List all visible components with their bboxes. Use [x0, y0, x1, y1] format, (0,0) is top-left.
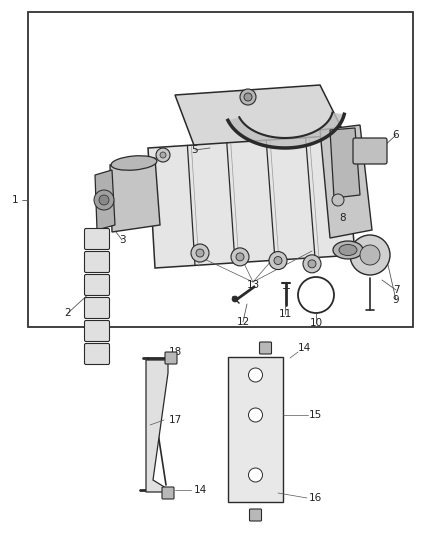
Circle shape: [196, 249, 204, 257]
Text: 16: 16: [308, 493, 321, 503]
Ellipse shape: [339, 245, 357, 255]
Text: 10: 10: [309, 318, 322, 328]
Circle shape: [350, 235, 390, 275]
Circle shape: [360, 245, 380, 265]
FancyBboxPatch shape: [259, 342, 272, 354]
Circle shape: [191, 244, 209, 262]
Circle shape: [332, 194, 344, 206]
FancyBboxPatch shape: [165, 352, 177, 364]
Polygon shape: [175, 85, 345, 148]
FancyBboxPatch shape: [85, 343, 110, 365]
Polygon shape: [146, 360, 168, 492]
Circle shape: [99, 195, 109, 205]
Text: 4: 4: [137, 157, 143, 167]
Circle shape: [236, 253, 244, 261]
Text: 15: 15: [308, 410, 321, 420]
Circle shape: [303, 255, 321, 273]
FancyBboxPatch shape: [85, 274, 110, 295]
Text: 2: 2: [65, 308, 71, 318]
Text: 5: 5: [192, 145, 198, 155]
Circle shape: [308, 260, 316, 268]
Circle shape: [160, 152, 166, 158]
Text: 7: 7: [393, 285, 399, 295]
Ellipse shape: [111, 156, 157, 170]
Text: 14: 14: [297, 343, 311, 353]
Circle shape: [269, 252, 287, 270]
Circle shape: [240, 89, 256, 105]
FancyBboxPatch shape: [250, 509, 261, 521]
FancyBboxPatch shape: [85, 297, 110, 319]
Polygon shape: [95, 170, 115, 230]
Circle shape: [274, 256, 282, 264]
Text: 17: 17: [168, 415, 182, 425]
Text: 1: 1: [12, 195, 18, 205]
Text: 6: 6: [393, 130, 399, 140]
Text: 13: 13: [246, 280, 260, 290]
Polygon shape: [148, 135, 355, 268]
Circle shape: [248, 408, 262, 422]
FancyBboxPatch shape: [85, 252, 110, 272]
Circle shape: [248, 368, 262, 382]
Bar: [228, 357, 283, 502]
Polygon shape: [228, 112, 344, 148]
Ellipse shape: [333, 241, 363, 259]
FancyBboxPatch shape: [162, 487, 174, 499]
Circle shape: [231, 248, 249, 266]
FancyBboxPatch shape: [85, 320, 110, 342]
Polygon shape: [110, 158, 160, 232]
Text: 3: 3: [119, 235, 125, 245]
FancyBboxPatch shape: [85, 229, 110, 249]
Text: 12: 12: [237, 317, 250, 327]
Circle shape: [94, 190, 114, 210]
Circle shape: [232, 296, 238, 302]
Polygon shape: [330, 128, 360, 198]
Text: 8: 8: [340, 213, 346, 223]
Text: 11: 11: [279, 309, 292, 319]
Circle shape: [298, 277, 334, 313]
Text: 18: 18: [168, 347, 182, 357]
Bar: [28, 12, 413, 327]
Circle shape: [156, 148, 170, 162]
Text: 9: 9: [393, 295, 399, 305]
Circle shape: [248, 468, 262, 482]
Polygon shape: [320, 125, 372, 238]
Text: 14: 14: [193, 485, 207, 495]
FancyBboxPatch shape: [353, 138, 387, 164]
Circle shape: [244, 93, 252, 101]
